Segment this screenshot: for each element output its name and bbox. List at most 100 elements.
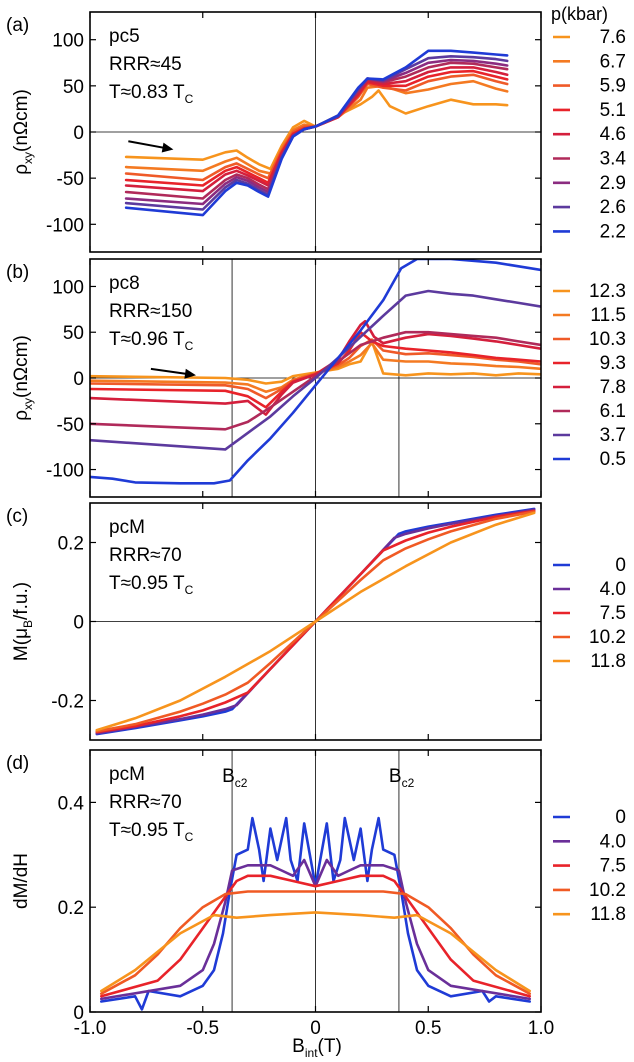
legend-label: 10.3 — [589, 329, 626, 350]
bc2-label: Bc2 — [222, 766, 248, 790]
series-group — [126, 51, 507, 215]
legend: 12.311.510.39.37.86.13.70.5 — [553, 281, 626, 470]
temperature-annotation: T≈0.96 TC — [109, 329, 194, 353]
sweep-arrow-line — [128, 141, 167, 148]
legend-label: 5.1 — [600, 100, 626, 121]
x-tick-label: 1.0 — [528, 1018, 554, 1039]
y-tick-label: 0 — [73, 369, 84, 390]
y-axis-label-unit: (nΩcm) — [11, 89, 32, 152]
sweep-arrow-line — [151, 369, 190, 375]
legend: 0 4.0 7.5 10.2 11.8 — [553, 555, 626, 672]
annotation-text: RRR≈150 — [109, 301, 192, 322]
annotation-text: RRR≈70 — [109, 545, 182, 566]
bc2-label-main: B — [389, 766, 402, 787]
temperature-annotation: T≈0.95 TC — [109, 820, 194, 844]
legend-label: 2.2 — [600, 221, 626, 242]
y-axis-label-sub: xy — [21, 152, 35, 164]
legend-label: 3.4 — [600, 149, 627, 170]
y-tick-label: 100 — [52, 277, 84, 298]
annotation-text: pc8 — [109, 273, 140, 294]
x-axis-label-main: B — [292, 1036, 305, 1057]
legend-label: 3.7 — [600, 425, 626, 446]
panel-label: (a) — [6, 15, 29, 36]
y-tick-label: -0.2 — [51, 692, 84, 713]
temperature-annotation-main: T≈0.95 T — [109, 573, 185, 594]
legend: 0 4.0 7.5 10.2 11.8 — [553, 807, 626, 925]
panel-label: (b) — [6, 262, 29, 283]
temperature-annotation-main: T≈0.95 T — [109, 820, 185, 841]
y-axis-label-unit: (nΩcm) — [11, 335, 32, 398]
legend-label: 11.8 — [590, 651, 626, 672]
bc2-label-sub: c2 — [235, 776, 248, 790]
y-tick-label: 0 — [73, 123, 84, 144]
panel-d: 0 0.2 0.4 -1.0 -0.5 0 0.5 1.0 (d) pcM RRR≈70 T≈0.95… — [6, 750, 626, 1039]
temperature-annotation-main: T≈0.83 T — [109, 82, 185, 103]
panel-label: (d) — [6, 753, 29, 774]
x-axis-label: Bint(T) — [292, 1036, 342, 1060]
temperature-annotation-main: T≈0.96 T — [109, 329, 185, 350]
panel-label: (c) — [6, 506, 28, 527]
y-axis-label-sub: xy — [21, 398, 35, 410]
legend-label: 9.3 — [600, 353, 626, 374]
legend-label: 11.5 — [590, 305, 626, 326]
x-tick-label: 0.5 — [415, 1018, 441, 1039]
pressure-legend-title: p(kbar) — [551, 4, 608, 24]
y-axis-label: M(μB/f.u.) — [11, 582, 35, 661]
y-axis-label-main: ρ — [11, 410, 32, 421]
y-tick-label: 0.2 — [58, 534, 84, 555]
annotation-text: pcM — [109, 517, 145, 538]
annotation-text: pc5 — [109, 26, 140, 47]
y-tick-label: -50 — [57, 169, 84, 190]
temperature-annotation-sub: C — [185, 830, 194, 844]
y-axis-label: ρxy(nΩcm) — [11, 335, 35, 421]
legend-label: 4.0 — [600, 831, 626, 852]
y-tick-label: 100 — [52, 31, 84, 52]
y-tick-label: 50 — [63, 323, 84, 344]
y-tick-label: -100 — [46, 215, 84, 236]
annotation-text: pcM — [109, 764, 145, 785]
legend-label: 4.0 — [600, 579, 626, 600]
y-axis-label: ρxy(nΩcm) — [11, 89, 35, 175]
legend: 7.6 6.7 5.9 5.1 4.6 3.4 2.9 2.6 2.2 — [553, 27, 626, 242]
legend-label: 7.6 — [600, 27, 626, 48]
temperature-annotation-sub: C — [185, 339, 194, 353]
x-tick-label: -1.0 — [74, 1018, 107, 1039]
temperature-annotation-sub: C — [185, 92, 194, 106]
x-tick-label: -0.5 — [186, 1018, 219, 1039]
x-axis-label-unit: (T) — [318, 1036, 342, 1057]
bc2-label-main: B — [222, 766, 235, 787]
annotation-text: RRR≈70 — [109, 792, 182, 813]
x-axis-label-sub: int — [305, 1046, 318, 1060]
temperature-annotation: T≈0.95 TC — [109, 573, 194, 597]
legend-label: 4.6 — [600, 124, 626, 145]
legend-label: 12.3 — [589, 281, 626, 302]
legend-label: 2.6 — [600, 197, 626, 218]
legend-label: 7.5 — [600, 856, 626, 877]
legend-label: 0.5 — [600, 449, 626, 470]
y-axis-label-unit: /f.u.) — [11, 582, 32, 620]
legend-label: 5.9 — [600, 76, 626, 97]
legend-label: 7.5 — [600, 603, 626, 624]
y-tick-label: -100 — [46, 461, 84, 482]
y-axis-label-main: ρ — [11, 164, 32, 175]
temperature-annotation: T≈0.83 TC — [109, 82, 194, 106]
y-axis-label: dM/dH — [11, 853, 32, 909]
legend-label: 6.7 — [600, 51, 626, 72]
bc2-label: Bc2 — [389, 766, 415, 790]
legend-label: 2.9 — [600, 173, 626, 194]
sweep-arrow-head — [162, 143, 174, 153]
legend-label: 10.2 — [589, 627, 626, 648]
y-axis-label-main: M(μ — [11, 628, 32, 661]
y-axis-label-main: dM/dH — [11, 853, 32, 909]
legend-label: 11.8 — [590, 904, 626, 925]
bc2-label-sub: c2 — [402, 776, 415, 790]
legend-label: 10.2 — [589, 880, 626, 901]
y-tick-label: 0 — [73, 613, 84, 634]
series-line-2.6 — [126, 56, 507, 209]
legend-label: 6.1 — [600, 401, 626, 422]
legend-label: 0 — [615, 555, 626, 576]
